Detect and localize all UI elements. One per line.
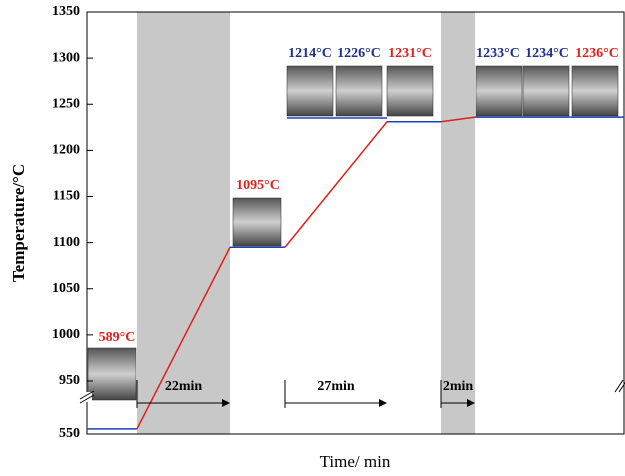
photo xyxy=(522,65,570,117)
shaded-band xyxy=(441,12,475,434)
arrow-head xyxy=(467,399,475,407)
break-mark xyxy=(79,394,95,404)
arrow-head xyxy=(379,399,387,407)
shaded-band xyxy=(137,12,230,434)
temperature-label: 1233°C xyxy=(476,46,520,61)
temperature-label: 1231°C xyxy=(388,46,432,61)
photo xyxy=(286,65,334,117)
axis-breaks xyxy=(79,379,625,404)
plot-frame xyxy=(86,11,625,435)
y-tick-label: 1350 xyxy=(52,4,80,19)
temperature-label: 1214°C xyxy=(288,46,332,61)
photo xyxy=(232,197,282,247)
photo xyxy=(571,65,619,117)
y-tick-label: 1150 xyxy=(53,189,80,204)
y-axis-label: Temperature/°C xyxy=(9,164,28,282)
ramp-segment xyxy=(440,116,476,123)
break-mark xyxy=(79,390,95,400)
temperature-label: 1226°C xyxy=(337,46,381,61)
y-tick-label: 1000 xyxy=(52,327,80,342)
temperature-label: 1095°C xyxy=(236,178,280,193)
temperature-label: 1234°C xyxy=(525,46,569,61)
x-axis-label: Time/ min xyxy=(320,452,391,471)
photo xyxy=(335,65,383,117)
break-mark xyxy=(614,379,624,393)
photo xyxy=(475,65,523,117)
photos xyxy=(87,65,619,401)
y-tick-label: 550 xyxy=(59,426,80,441)
duration-label: 22min xyxy=(165,379,203,394)
temperature-label: 1236°C xyxy=(575,46,619,61)
y-tick-label: 1300 xyxy=(52,50,80,65)
y-tick-label: 950 xyxy=(59,373,80,388)
break-mark xyxy=(618,382,625,393)
photo xyxy=(87,347,137,401)
duration-label: 27min xyxy=(317,379,355,394)
y-tick-label: 1050 xyxy=(52,281,80,296)
arrow-head xyxy=(222,399,230,407)
y-tick-label: 1250 xyxy=(52,96,80,111)
duration-label: 2min xyxy=(443,379,474,394)
photo xyxy=(386,65,434,117)
temperature-label: 589°C xyxy=(99,330,136,345)
ramp-segment xyxy=(136,246,231,430)
y-tick-label: 1200 xyxy=(52,143,80,158)
y-tick-label: 1100 xyxy=(53,235,80,250)
break-gap xyxy=(82,392,92,402)
ramp-segment xyxy=(284,121,388,248)
